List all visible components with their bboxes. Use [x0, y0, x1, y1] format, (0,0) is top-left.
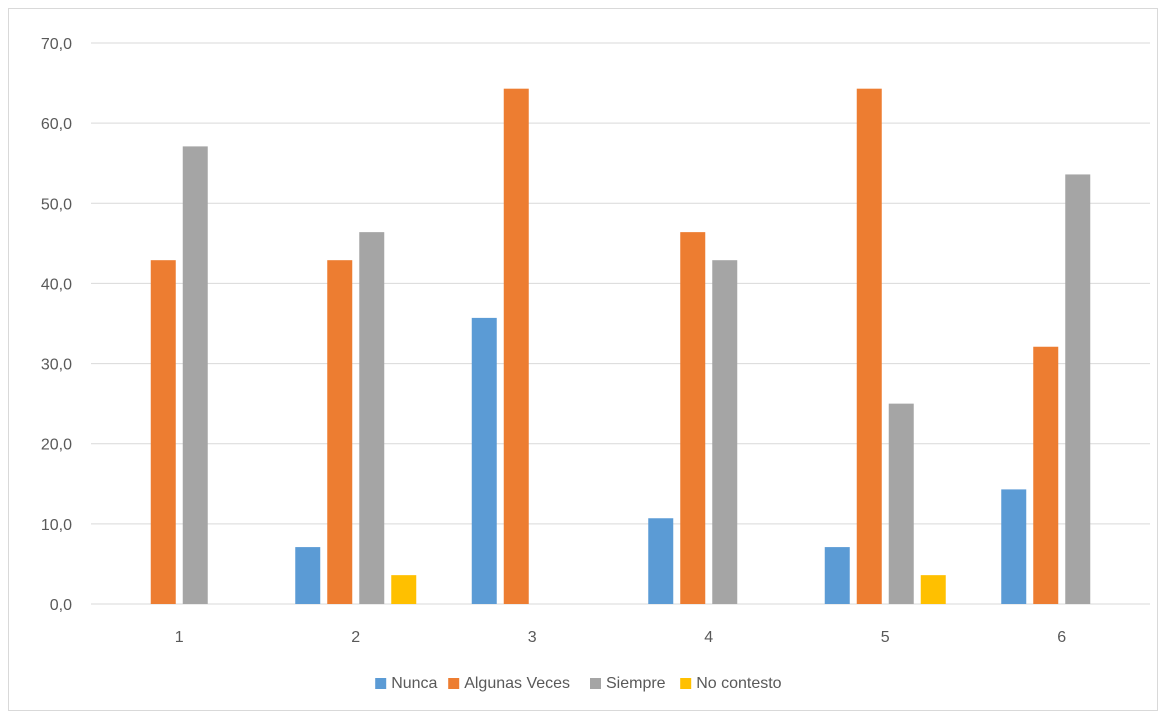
bar-nunca-3: [471, 317, 497, 604]
y-tick-label: 60,0: [41, 116, 72, 133]
bar-no-contesto-2: [391, 575, 417, 604]
bar-siempre-1: [182, 146, 208, 605]
legend-label: No contesto: [696, 675, 781, 692]
x-axis-ticks: 1 2 3 4 5 6: [175, 629, 1067, 646]
bar-siempre-5: [888, 403, 914, 604]
bar-siempre-6: [1065, 174, 1091, 605]
y-tick-label: 50,0: [41, 196, 72, 213]
bar-siempre-2: [359, 232, 385, 604]
x-tick-label: 2: [351, 629, 360, 646]
y-tick-label: 40,0: [41, 276, 72, 293]
bar-algunas-veces-5: [856, 88, 882, 605]
bar-siempre-4: [712, 260, 738, 604]
bar-algunas-veces-3: [503, 88, 529, 605]
x-tick-label: 1: [175, 629, 184, 646]
legend-swatch-no-contesto: [680, 678, 692, 689]
x-tick-label: 3: [528, 629, 537, 646]
bar-nunca-5: [824, 547, 850, 604]
bar-algunas-veces-6: [1033, 346, 1059, 604]
y-tick-label: 10,0: [41, 517, 72, 534]
y-tick-label: 0,0: [50, 597, 72, 614]
legend-label: Algunas Veces: [464, 675, 570, 692]
gridlines: [91, 42, 1150, 605]
bar-algunas-veces-1: [150, 260, 176, 604]
legend-swatch-nunca: [375, 678, 387, 689]
legend: Nunca Algunas Veces Siempre No contesto: [375, 675, 782, 692]
x-tick-label: 4: [704, 629, 713, 646]
bars: [150, 88, 1091, 605]
bar-algunas-veces-2: [327, 260, 353, 604]
legend-label: Siempre: [606, 675, 666, 692]
y-tick-label: 70,0: [41, 36, 72, 53]
y-axis-ticks: 0,0 10,0 20,0 30,0 40,0 50,0 60,0 70,0: [41, 36, 72, 614]
bar-nunca-6: [1001, 489, 1027, 604]
bar-no-contesto-5: [920, 575, 946, 604]
x-tick-label: 6: [1057, 629, 1066, 646]
bar-nunca-2: [295, 547, 321, 604]
legend-label: Nunca: [391, 675, 437, 692]
bar-nunca-4: [648, 518, 674, 604]
legend-swatch-siempre: [590, 678, 601, 689]
x-tick-label: 5: [881, 629, 890, 646]
bar-algunas-veces-4: [680, 232, 706, 604]
y-tick-label: 20,0: [41, 437, 72, 454]
y-tick-label: 30,0: [41, 357, 72, 374]
legend-swatch-algunas-veces: [448, 678, 460, 689]
